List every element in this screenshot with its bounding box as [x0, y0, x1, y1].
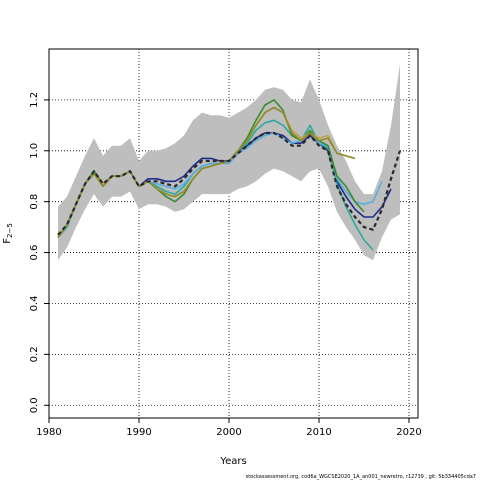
y-tick-label: 0.2	[29, 346, 40, 362]
y-axis-title: F2−5	[2, 223, 14, 244]
y-tick-label: 0.8	[29, 194, 40, 210]
series-line-7	[57, 131, 402, 236]
plot-frame	[48, 48, 419, 419]
x-tick-label: 1990	[126, 427, 151, 438]
x-tick-label: 1980	[36, 427, 61, 438]
y-axis-title-main: F	[2, 238, 13, 244]
confidence-band	[58, 64, 400, 261]
footer-note: stockassessment.org, cod6a_WGCSE2020_1A_…	[246, 474, 476, 480]
axes: 1980 1990 2000 2010 2020 0.0 0.2 0.4 0.6 0.8 1.0 1.…	[29, 92, 422, 438]
y-tick-label: 1.0	[29, 143, 40, 159]
x-axis-title: Years	[219, 456, 246, 467]
series-lines	[57, 99, 402, 251]
y-tick-label: 0.4	[29, 296, 40, 312]
y-tick-label: 0.6	[29, 245, 40, 261]
y-tick-label: 0.0	[29, 397, 40, 413]
x-tick-label: 2000	[216, 427, 241, 438]
y-axis-title-subscript: 2−5	[6, 223, 14, 238]
x-tick-label: 2010	[306, 427, 331, 438]
y-tick-label: 1.2	[29, 92, 40, 108]
confidence-band-area	[58, 64, 400, 261]
x-tick-label: 2020	[396, 427, 421, 438]
